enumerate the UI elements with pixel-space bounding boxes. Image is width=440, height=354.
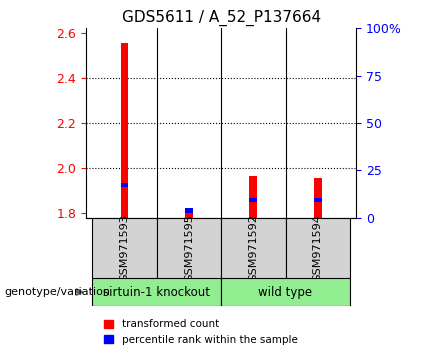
- Bar: [221, 278, 350, 306]
- Bar: [185, 209, 193, 212]
- Text: GSM971595: GSM971595: [184, 214, 194, 282]
- Text: sirtuin-1 knockout: sirtuin-1 knockout: [103, 286, 210, 298]
- Bar: [92, 278, 221, 306]
- Bar: [249, 176, 257, 218]
- Bar: [121, 183, 128, 187]
- Legend: transformed count, percentile rank within the sample: transformed count, percentile rank withi…: [100, 315, 302, 349]
- Bar: [286, 218, 350, 278]
- Bar: [121, 43, 128, 218]
- Bar: [314, 178, 322, 218]
- Bar: [249, 198, 257, 202]
- Title: GDS5611 / A_52_P137664: GDS5611 / A_52_P137664: [121, 9, 321, 25]
- Text: GSM971593: GSM971593: [119, 214, 129, 282]
- Bar: [314, 198, 322, 202]
- Bar: [157, 218, 221, 278]
- Bar: [185, 213, 193, 218]
- Bar: [221, 218, 286, 278]
- Text: GSM971594: GSM971594: [313, 214, 323, 282]
- Text: genotype/variation: genotype/variation: [4, 287, 110, 297]
- Text: wild type: wild type: [258, 286, 312, 298]
- Bar: [92, 218, 157, 278]
- Text: GSM971592: GSM971592: [248, 214, 258, 282]
